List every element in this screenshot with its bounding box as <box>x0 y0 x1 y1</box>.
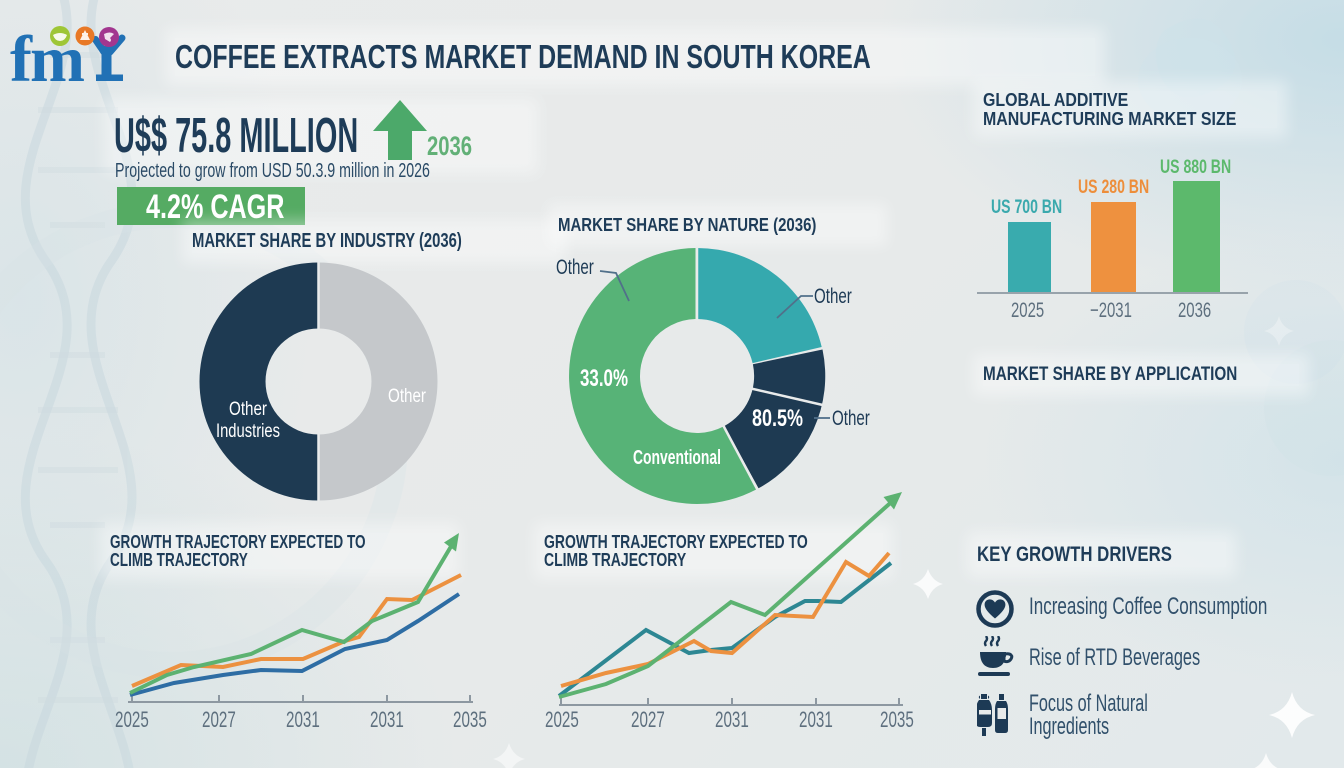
svg-text:80.5%: 80.5% <box>752 405 803 432</box>
svg-text:33.0%: 33.0% <box>580 365 628 392</box>
svg-text:Industries: Industries <box>216 421 280 442</box>
svg-text:Other: Other <box>388 386 427 407</box>
svg-text:Other: Other <box>229 399 268 420</box>
svg-text:Conventional: Conventional <box>633 447 721 469</box>
svg-text:fm: fm <box>10 26 84 90</box>
